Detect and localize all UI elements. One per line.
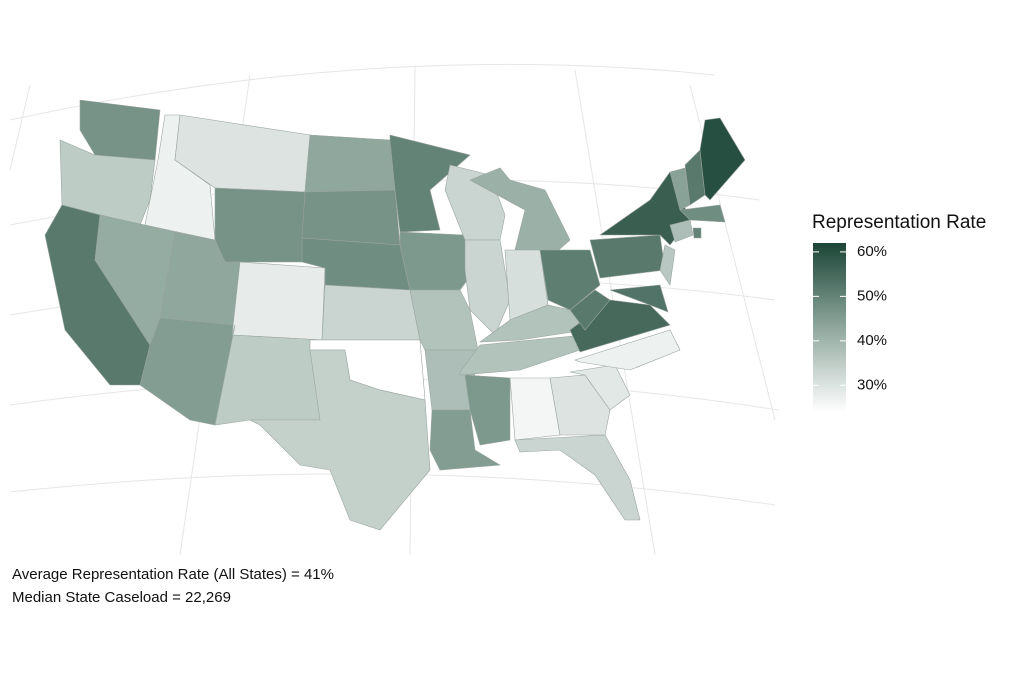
colorbar-tick-label: 50% bbox=[857, 287, 887, 304]
state bbox=[699, 117, 746, 201]
state bbox=[304, 134, 396, 193]
colorbar-tick-label: 60% bbox=[857, 243, 887, 260]
state bbox=[249, 349, 431, 531]
state bbox=[549, 374, 611, 436]
state bbox=[692, 227, 702, 239]
annotation: Average Representation Rate (All States)… bbox=[12, 566, 334, 583]
legend-title: Representation Rate bbox=[812, 212, 986, 233]
state bbox=[539, 249, 601, 311]
state bbox=[214, 187, 306, 263]
state bbox=[321, 284, 421, 341]
state bbox=[659, 244, 676, 286]
state bbox=[574, 329, 681, 371]
state bbox=[514, 434, 641, 521]
state bbox=[389, 134, 471, 233]
annotation: Median State Caseload = 22,269 bbox=[12, 589, 231, 606]
state bbox=[679, 204, 726, 223]
state bbox=[301, 189, 401, 246]
state bbox=[459, 334, 586, 376]
state bbox=[399, 231, 476, 291]
state bbox=[669, 219, 694, 243]
state bbox=[79, 99, 161, 161]
colorbar-tick-label: 30% bbox=[857, 376, 887, 393]
state bbox=[464, 374, 511, 446]
state bbox=[409, 289, 479, 351]
colorbar bbox=[813, 243, 846, 412]
state bbox=[609, 284, 669, 313]
states bbox=[44, 99, 746, 531]
state bbox=[231, 261, 326, 341]
state bbox=[569, 289, 611, 331]
state bbox=[589, 234, 666, 279]
colorbar-tick-label: 40% bbox=[857, 332, 887, 349]
